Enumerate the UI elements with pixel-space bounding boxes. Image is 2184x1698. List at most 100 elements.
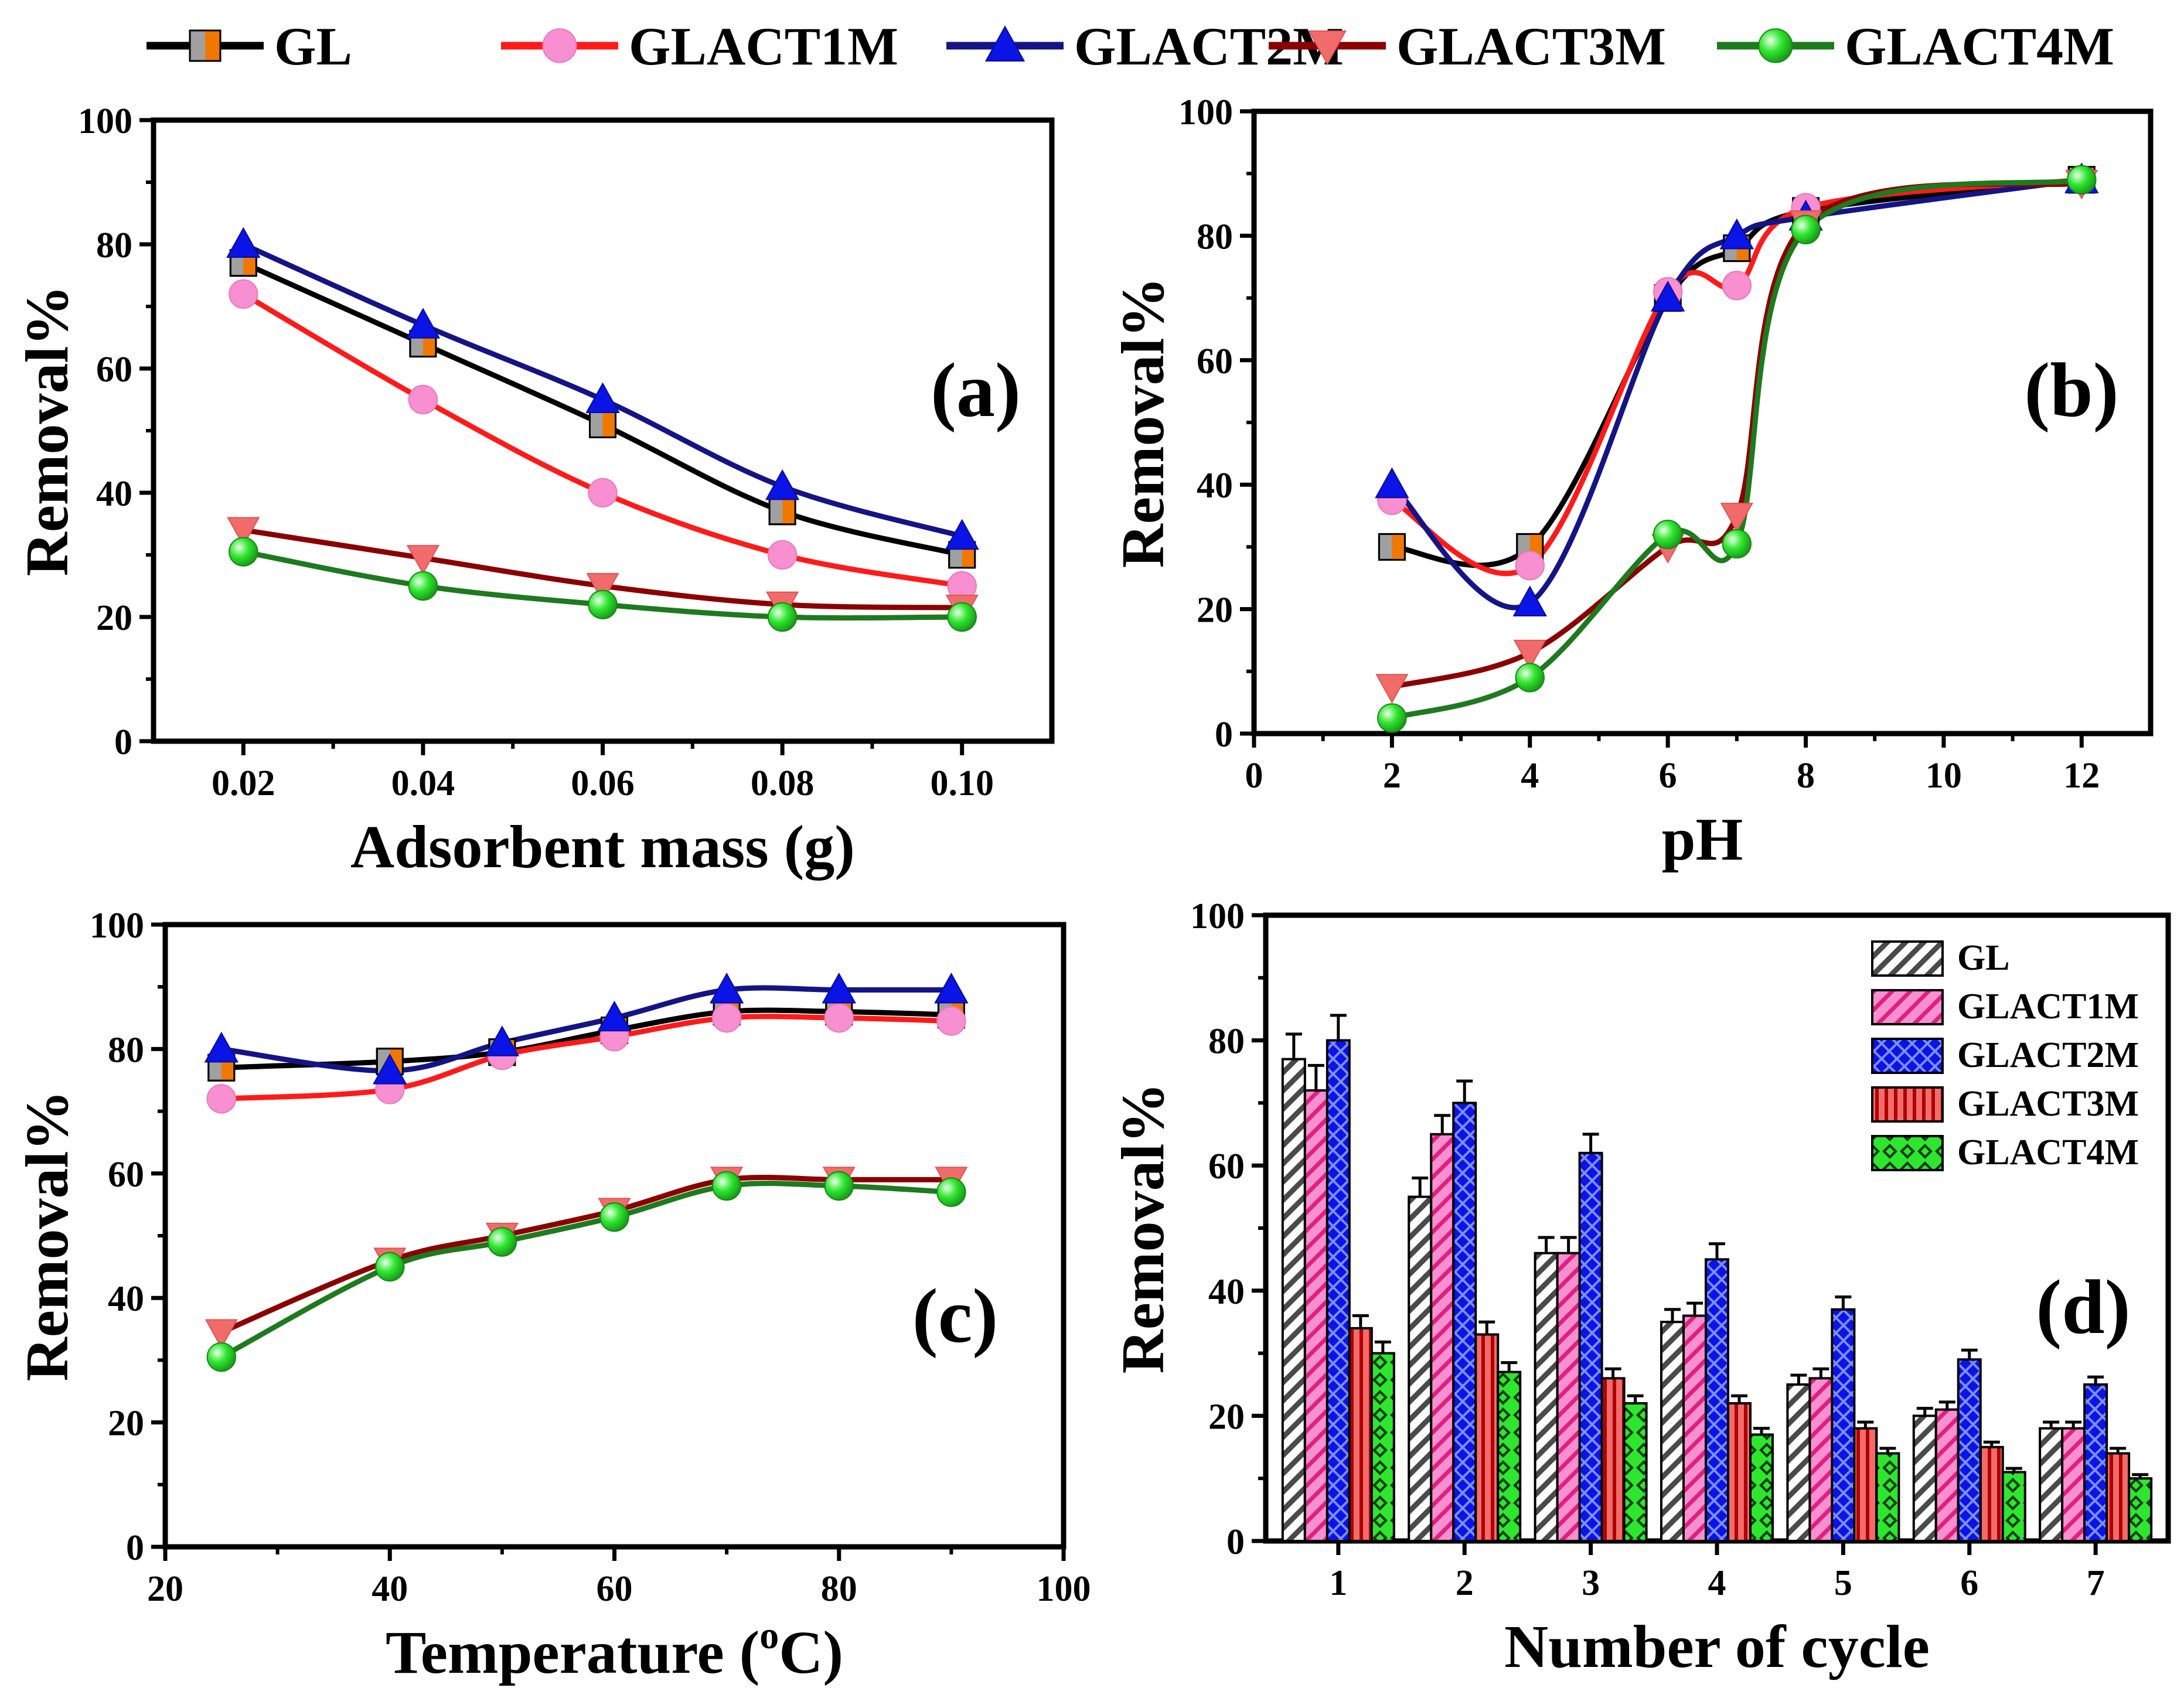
panel-c-point-glact2m — [373, 1053, 407, 1085]
panel-c-xtick-label: 40 — [372, 1569, 408, 1609]
panel-d-bar-glact2m — [1326, 1039, 1351, 1542]
panel-b-frame — [1251, 108, 2154, 737]
panel-d-errorbar-gl — [1916, 1407, 1933, 1416]
panel-d-errorbar-glact1m — [1560, 1236, 1577, 1253]
panel-b-point-glact3m — [1375, 674, 1409, 704]
panel-a-xtick-label: 0.10 — [930, 763, 994, 803]
panel-d-errorbar-glact2m — [1961, 1348, 1978, 1360]
panel-d-bar-glact1m — [1430, 1133, 1455, 1543]
panel-d-bar-glact4m — [1497, 1370, 1522, 1542]
panel-d-label: (d) — [2036, 1264, 2130, 1350]
panel-a-ytick-label: 100 — [78, 101, 132, 141]
panel-a-point-glact1m — [767, 540, 798, 570]
panel-d-xtick-label: 5 — [1834, 1563, 1852, 1603]
panel-d-bar-gl — [1660, 1321, 1685, 1542]
legend-label-glact1m: GLACT1M — [629, 16, 898, 76]
panel-d-errorbar-gl — [1538, 1236, 1555, 1253]
panel-b-ytick-label: 60 — [1197, 342, 1233, 381]
panel-b-point-glact4m — [1791, 214, 1821, 244]
panel-a-point-glact3m — [406, 545, 439, 575]
panel-d-xlabel: Number of cycle — [1504, 1613, 1930, 1680]
panel-c-xlabel-main: Temperature ( — [386, 1619, 759, 1686]
panel-c-point-glact4m — [487, 1227, 517, 1257]
panel-a-point-glact4m — [947, 602, 977, 632]
panel-b-ytick-label: 40 — [1197, 466, 1233, 506]
panel-a-point-glact2m — [945, 519, 979, 550]
panel-d-bar-glact4m — [1623, 1402, 1648, 1543]
panel-d-bar-glact3m — [1979, 1445, 2004, 1543]
panel-c-ytick-label: 80 — [108, 1030, 144, 1070]
panel-d-errorbar-gl — [1412, 1177, 1429, 1197]
panel-d-xtick-label: 2 — [1456, 1563, 1474, 1603]
panel-d-bar-gl — [2039, 1427, 2064, 1543]
panel-a-xtick-label: 0.04 — [391, 763, 455, 803]
panel-d-errorbar-glact2m — [1582, 1133, 1599, 1153]
legend-marker-glact2m — [984, 25, 1025, 62]
legend-label-glact3m: GLACT3M — [1396, 16, 1666, 76]
panel-d-errorbar-glact4m — [1501, 1361, 1518, 1372]
panel-a-point-glact4m — [588, 589, 618, 620]
panel-d-ytick-label: 80 — [1208, 1022, 1245, 1062]
panel-c-series-line-glact4m — [220, 1181, 952, 1360]
panel-c-ytick-label: 100 — [90, 906, 144, 946]
panel-d-errorbar-glact1m — [2065, 1420, 2082, 1428]
panel-d-bar-gl — [1281, 1058, 1306, 1542]
panel-c-point-glact4m — [824, 1171, 854, 1201]
panel-c-point-glact2m — [204, 1031, 239, 1063]
panel-c-xlabel-sup: o — [759, 1614, 779, 1657]
panel-c-point-glact1m — [206, 1084, 237, 1114]
panel-d-xtick-label: 1 — [1329, 1563, 1347, 1603]
panel-a-point-glact2m — [585, 382, 620, 413]
panel-d-errorbar-glact3m — [1478, 1320, 1495, 1335]
panel-d-bar-gl — [1408, 1195, 1433, 1542]
panel-b-point-glact4m — [1377, 703, 1407, 733]
panel-b-xtick-label: 2 — [1383, 756, 1401, 796]
panel-d-errorbar-glact1m — [1307, 1063, 1324, 1091]
panel-c-xtick-label: 60 — [597, 1569, 633, 1609]
panel-a-point-glact3m — [586, 572, 619, 603]
panel-c-point-glact2m — [597, 1000, 632, 1032]
panel-d-xtick-label: 3 — [1582, 1563, 1600, 1603]
panel-d-errorbar-glact1m — [1812, 1367, 1829, 1379]
panel-d-bar-gl — [1534, 1252, 1559, 1542]
panel-d-bar-glact2m — [1578, 1151, 1603, 1542]
panel-c-point-glact3m — [205, 1319, 238, 1349]
panel-d-ytick-label: 100 — [1190, 896, 1245, 936]
panel-b-xtick-label: 8 — [1797, 756, 1815, 796]
panel-c-point-glact1m — [824, 1003, 854, 1033]
panel-a-ytick-label: 80 — [96, 226, 132, 265]
panel-d-legend-label-glact4m: GLACT4M — [1957, 1133, 2139, 1172]
panel-d-errorbar-glact3m — [1604, 1367, 1621, 1379]
panel-d-legend-swatch-glact4m — [1871, 1135, 1944, 1171]
panel-d-bar-glact2m — [1957, 1358, 1982, 1543]
panel-a-ytick-label: 0 — [114, 722, 132, 762]
panel-a-point-glact1m — [229, 279, 258, 309]
panel-d-errorbar-glact1m — [1938, 1400, 1955, 1410]
panel-c-ytick-label: 40 — [108, 1279, 144, 1319]
panel-a-point-gl — [768, 497, 796, 526]
panel-d-errorbar-gl — [1285, 1032, 1302, 1059]
panel-b-xtick-label: 0 — [1245, 756, 1263, 796]
panel-d-errorbar-glact4m — [1627, 1394, 1644, 1404]
panel-c-point-glact4m — [206, 1342, 237, 1372]
panel-a-ytick-label: 40 — [96, 474, 132, 514]
panel-c-xtick-label: 20 — [147, 1569, 183, 1609]
panel-d-bar-glact4m — [1370, 1352, 1395, 1543]
panel-d-errorbar-glact2m — [1330, 1014, 1347, 1041]
panel-c-xtick-label: 80 — [821, 1569, 857, 1609]
panel-d-legend-swatch-glact3m — [1871, 1086, 1944, 1123]
panel-a-point-glact1m — [408, 384, 438, 415]
panel-d-errorbar-glact4m — [1374, 1340, 1391, 1353]
panel-d-errorbar-glact4m — [1753, 1427, 1770, 1435]
panel-b-label: (b) — [2024, 347, 2118, 433]
panel-d-bar-glact2m — [1831, 1308, 1856, 1543]
panel-b-xtick-label: 10 — [1926, 756, 1962, 796]
legend-marker-glact3m — [1308, 30, 1347, 66]
panel-d-legend-swatch-glact1m — [1871, 989, 1944, 1025]
panel-d-bar-glact4m — [2001, 1471, 2026, 1543]
panel-b-series-line-glact2m — [1390, 177, 2082, 611]
panel-a-point-glact2m — [226, 227, 261, 258]
panel-d-errorbar-glact1m — [1686, 1301, 1703, 1316]
panel-d-bar-glact2m — [2083, 1383, 2108, 1542]
